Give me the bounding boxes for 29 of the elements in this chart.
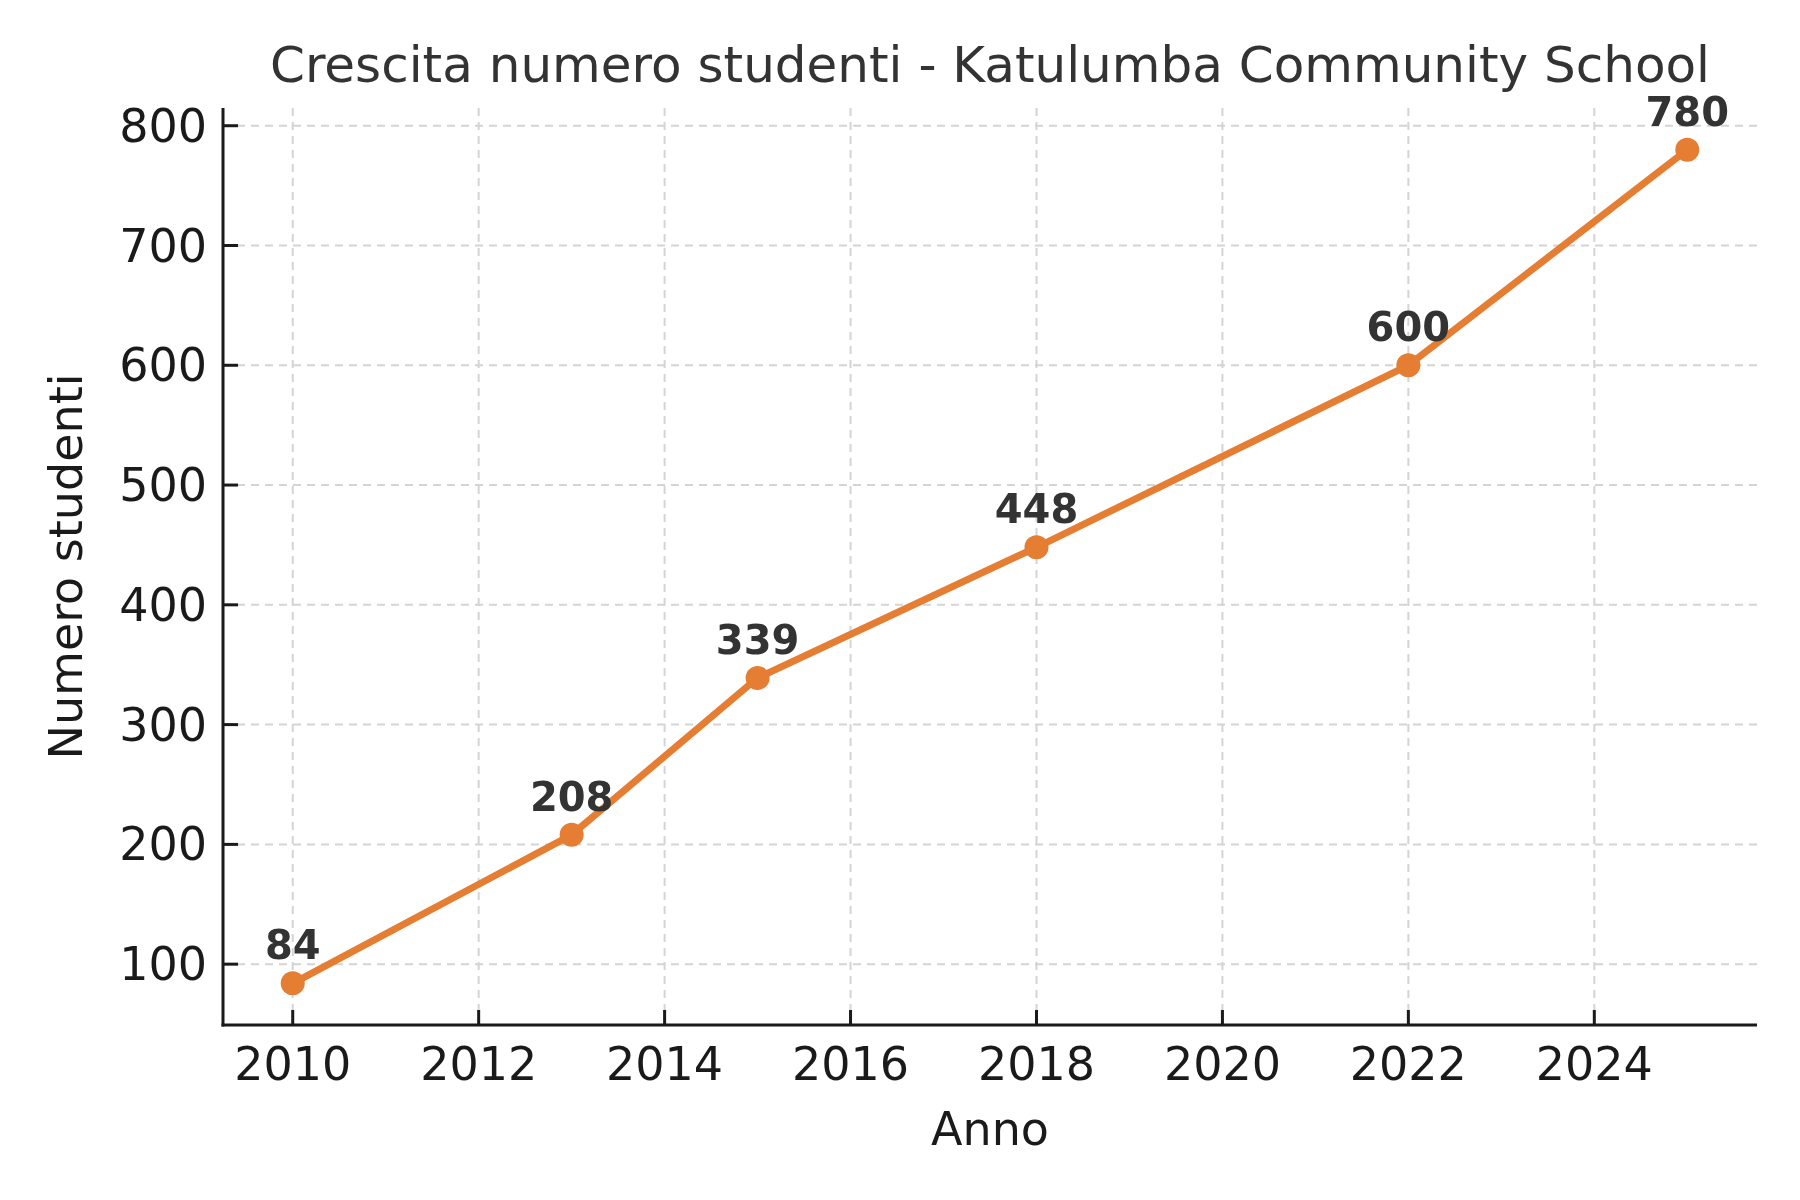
x-tick-label: 2024 [1535,1037,1653,1091]
y-tick-label: 600 [119,338,207,393]
data-label: 600 [1366,304,1451,351]
x-tick-label: 2014 [606,1037,724,1091]
y-tick-label: 800 [119,98,207,153]
point [280,971,305,996]
x-tick-label: 2012 [420,1037,538,1091]
point [745,665,770,690]
x-tick-label: 2016 [792,1037,910,1091]
y-tick-label: 100 [119,937,207,992]
y-tick-label: 200 [119,817,207,872]
x-tick-label: 2022 [1349,1037,1467,1091]
point [1675,137,1700,162]
x-tick-label: 2018 [977,1037,1096,1091]
y-tick-label: 500 [119,458,207,513]
y-axis-title: Numero studenti [39,373,93,760]
x-axis-title: Anno [931,1102,1049,1156]
y-tick-label: 400 [119,577,207,632]
point [1024,535,1049,560]
x-tick-label: 2020 [1163,1037,1281,1091]
y-tick-label: 700 [119,218,207,273]
x-tick-label: 2010 [234,1037,352,1091]
data-label: 339 [715,616,800,663]
y-tick-label: 300 [119,697,207,752]
data-label: 448 [994,486,1079,533]
data-label: 208 [529,773,614,820]
data-label: 84 [264,922,321,969]
point [1396,353,1421,378]
point [559,822,584,847]
